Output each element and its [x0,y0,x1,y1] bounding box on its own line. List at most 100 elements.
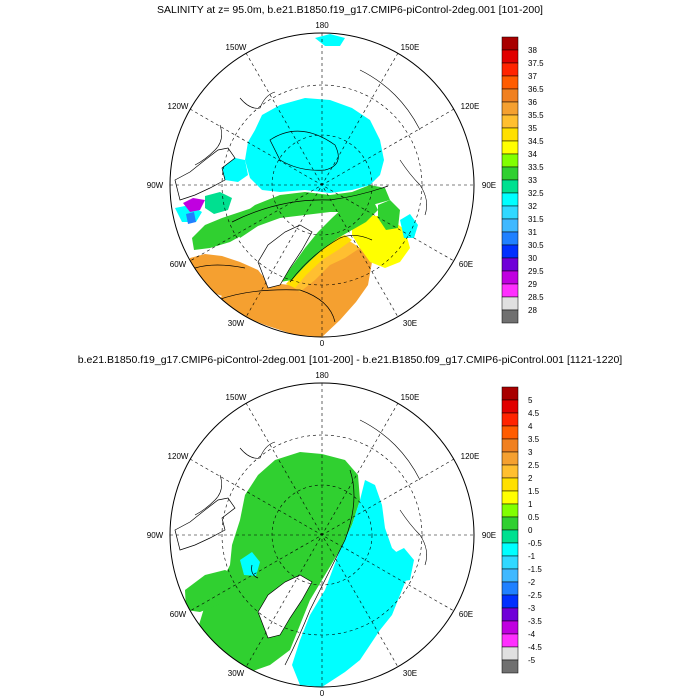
panel1-colorbar-swatch [501,62,519,77]
panel1-colorbar-label: 32 [528,202,537,211]
panel1-title: SALINITY at z= 95.0m, b.e21.B1850.f19_g1… [157,4,543,16]
panel2-title: b.e21.B1850.f19_g17.CMIP6-piControl-2deg… [77,354,623,366]
panel2-lon-150e: 150E [401,393,420,402]
panel2-colorbar-swatch [501,581,519,596]
panel1-colorbar-swatch [501,244,519,259]
panel2-lon-180: 180 [315,371,329,380]
panel2-colorbar-label: -4.5 [528,643,542,652]
panel2-colorbar-label: 4 [528,422,533,431]
panel2-lon-150w: 150W [226,393,247,402]
panel2-colorbar-label: 4.5 [528,409,540,418]
panel1-colorbar-label: 29.5 [528,267,544,276]
panel1-colorbar-label: 37.5 [528,59,544,68]
panel2-lon-90w: 90W [147,531,164,540]
panel2-colorbar-label: -2 [528,578,536,587]
panel2-colorbar-label: -3 [528,604,536,613]
panel1-colorbar-swatch [501,127,519,142]
panel2-colorbar-swatch [501,425,519,440]
panel1-atlantic-orange [218,248,372,337]
panel1-colorbar-swatch [501,179,519,194]
panel1-colorbar-swatch [501,205,519,220]
panel1-lon-180: 180 [315,21,329,30]
panel2-colorbar-label: -5 [528,656,536,665]
panel1-colorbar-swatch [501,231,519,246]
panel2-colorbar-swatch [501,620,519,635]
panel1-colorbar-label: 29 [528,280,537,289]
panel2-colorbar-swatch [501,503,519,518]
panel1-colorbar-label: 33 [528,176,537,185]
panel2-colorbar-swatch [501,412,519,427]
panel2-colorbar-swatch [501,386,519,401]
panel1-colorbar-label: 30 [528,254,537,263]
panel1-colorbar-label: 36 [528,98,537,107]
panel2-colorbar-swatch [501,529,519,544]
panel2-lon-90e: 90E [482,531,496,540]
panel1-colorbar-swatch [501,257,519,272]
panel1-lon-150e: 150E [401,43,420,52]
panel2-lon-60w: 60W [170,610,187,619]
panel1-labrador-green [192,206,262,250]
panel2-colorbar-swatch [501,490,519,505]
panel2-cyan-kara [390,548,414,582]
panel1-lon-150w: 150W [226,43,247,52]
panel1-central-green [232,185,390,238]
panel2-colorbar-label: -4 [528,630,536,639]
panel1-colorbar-swatch [501,114,519,129]
panel2-lon-60e: 60E [459,610,473,619]
panel2-colorbar-label: 2 [528,474,533,483]
panel2-colorbar-label: -2.5 [528,591,542,600]
panel1-colorbar-label: 30.5 [528,241,544,250]
panel2-colorbar-label: 2.5 [528,461,540,470]
panel2-colorbar-swatch [501,477,519,492]
panel1-lon-30e: 30E [403,319,417,328]
panel1-colorbar-label: 37 [528,72,537,81]
panel1-colorbar: 38 37.5 37 36.5 36 35.5 35 34.5 34 33.5 33 32.5 32 31… [501,36,544,324]
panel1-lon-120e: 120E [461,102,480,111]
panel2-colorbar: 5 4.5 4 3.5 3 2.5 2 1.5 1 0.5 0 -0.5 -1 -1.5 -2 -2.5 -3 -… [501,386,542,674]
panel2-colorbar-label: 1.5 [528,487,540,496]
panel1-colorbar-swatch [501,218,519,233]
panel2-colorbar-swatch [501,451,519,466]
panel1-map [169,32,475,338]
panel2-colorbar-label: 1 [528,500,533,509]
panel1-colorbar-label: 38 [528,46,537,55]
panel2-lon-120w: 120W [168,452,189,461]
panel2-colorbar-swatch [501,542,519,557]
panel2-colorbar-swatch [501,633,519,648]
panel2-colorbar-label: -3.5 [528,617,542,626]
panel1-band-light-orange [290,240,360,292]
panel1-laptev-cyan [400,214,418,238]
panel2-colorbar-label: -1 [528,552,536,561]
panel1-colorbar-label: 31 [528,228,537,237]
panel1-lon-30w: 30W [228,319,245,328]
panel2-colorbar-swatch [501,516,519,531]
panel1-colorbar-swatch [501,283,519,298]
panel1-colorbar-swatch [501,49,519,64]
panel2-colorbar-swatch [501,399,519,414]
panel2-colorbar-label: 5 [528,396,533,405]
panel1-colorbar-swatch [501,153,519,168]
panel1-lon-90e: 90E [482,181,496,190]
panel2-colorbar-swatch [501,464,519,479]
panel2-lon-30e: 30E [403,669,417,678]
panel2-colorbar-label: 3.5 [528,435,540,444]
panel1-hudson-blue [186,212,196,224]
panel1-colorbar-swatch [501,270,519,285]
panel1-colorbar-swatch [501,192,519,207]
panel2-colorbar-swatch [501,555,519,570]
panel2-colorbar-swatch [501,607,519,622]
panel1-colorbar-label: 35 [528,124,537,133]
panel1-colorbar-swatch [501,36,519,51]
panel1-colorbar-swatch [501,166,519,181]
panel1-lon-0: 0 [320,339,325,348]
panel1-cyan-strip [315,34,345,46]
panel1-hudson-purple [183,198,205,212]
panel2-colorbar-swatch [501,568,519,583]
panel1-fram-green [280,198,378,282]
panel1-lon-60w: 60W [170,260,187,269]
panel1-kara-green [378,200,400,230]
panel1-band-yellow [286,235,352,288]
panel2-colorbar-label: 0.5 [528,513,540,522]
panel1-colorbar-swatch [501,296,519,311]
panel2-map [169,382,475,688]
